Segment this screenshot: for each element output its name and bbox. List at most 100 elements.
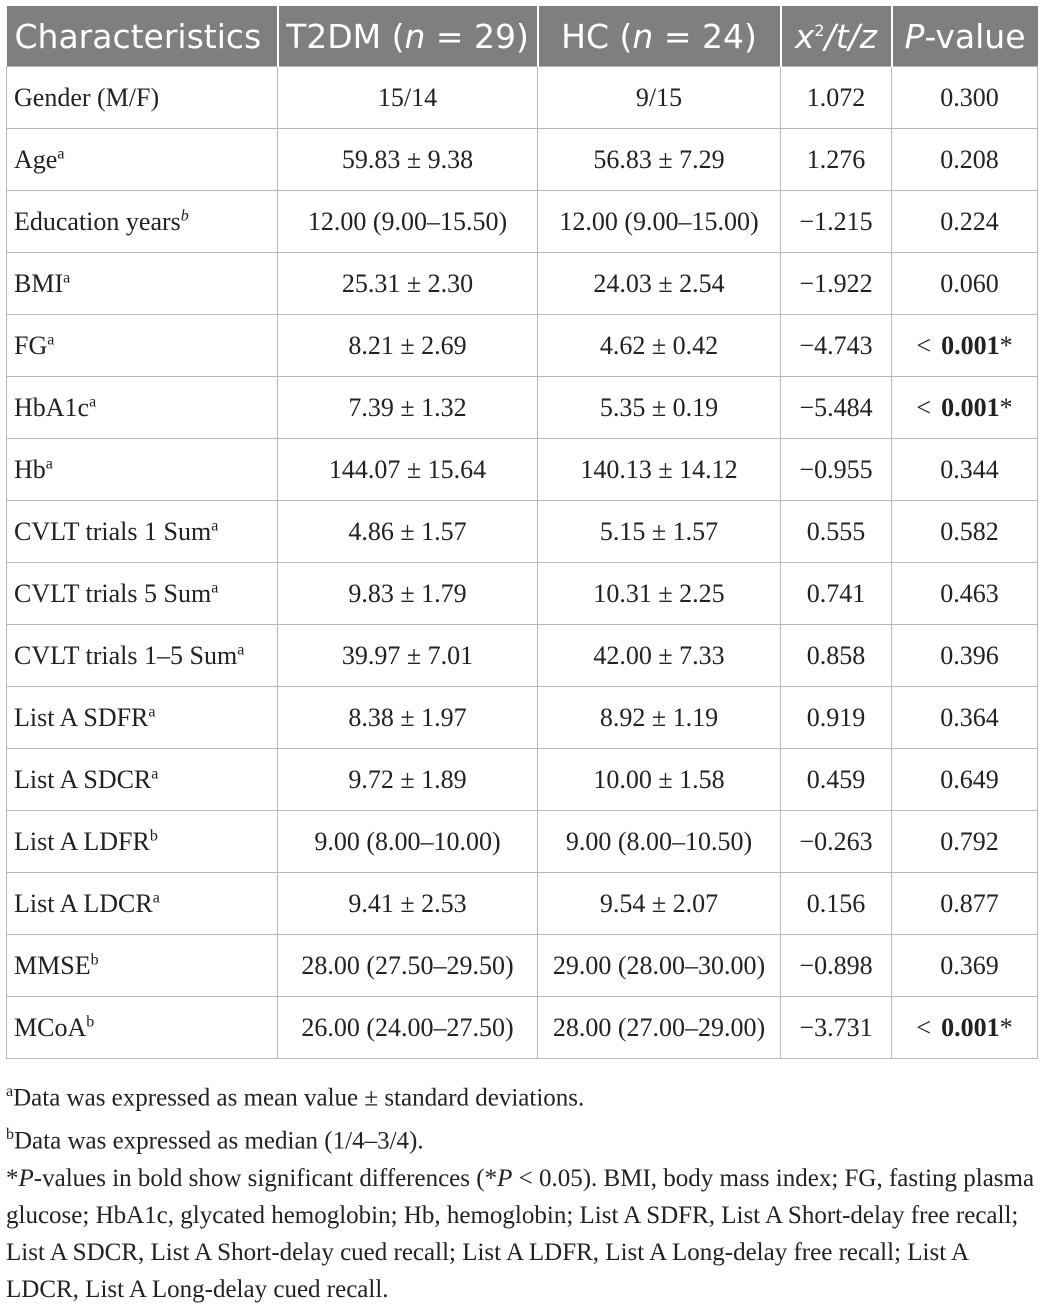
footnote-mark: a: [57, 144, 65, 162]
table-row: Education yearsb 12.00 (9.00–15.50) 12.00 …: [6, 190, 1038, 253]
cell-hc: 9.00 (8.00–10.50): [537, 810, 781, 873]
cell-t2dm: 28.00 (27.50–29.50): [277, 934, 538, 997]
cell-t2dm: 9.00 (8.00–10.00): [277, 810, 538, 873]
table-row: MMSEb 28.00 (27.50–29.50) 29.00 (28.00–30.…: [6, 934, 1038, 997]
table-row: FGa 8.21 ± 2.69 4.62 ± 0.42 −4.743 <0.001*: [6, 314, 1038, 377]
table-footnotes: aData was expressed as mean value ± stan…: [6, 1073, 1037, 1308]
cell-hc: 56.83 ± 7.29: [537, 128, 781, 191]
footnote-mark: a: [211, 578, 219, 596]
cell-statistic: 0.555: [780, 500, 892, 563]
characteristics-table: Characteristics T2DM (n = 29) HC (n = 24…: [6, 6, 1038, 1059]
cell-t2dm: 15/14: [277, 66, 538, 129]
cell-statistic: 0.156: [780, 872, 892, 935]
table-row: MCoAb 26.00 (24.00–27.50) 28.00 (27.00–29.…: [6, 996, 1038, 1059]
table-row: List A SDFRa 8.38 ± 1.97 8.92 ± 1.19 0.919 0…: [6, 686, 1038, 749]
cell-p-value: 0.369: [891, 934, 1038, 997]
footnote-mark: a: [151, 764, 159, 782]
cell-p-value: 0.300: [891, 66, 1038, 129]
cell-hc: 42.00 ± 7.33: [537, 624, 781, 687]
cell-p-value: 0.396: [891, 624, 1038, 687]
footnote-mark: a: [237, 640, 245, 658]
cell-p-value: 0.649: [891, 748, 1038, 811]
cell-characteristic: CVLT trials 1–5 Suma: [6, 624, 278, 687]
cell-characteristic: MCoAb: [6, 996, 278, 1059]
cell-characteristic: List A LDCRa: [6, 872, 278, 935]
table-row: List A LDFRb 9.00 (8.00–10.00) 9.00 (8.00–…: [6, 810, 1038, 873]
footnote-mark: a: [47, 330, 55, 348]
table-row: HbA1ca 7.39 ± 1.32 5.35 ± 0.19 −5.484 <0.001…: [6, 376, 1038, 439]
cell-p-value: <0.001*: [891, 376, 1038, 439]
table-row: Agea 59.83 ± 9.38 56.83 ± 7.29 1.276 0.208: [6, 128, 1038, 191]
table-row: CVLT trials 1 Suma 4.86 ± 1.57 5.15 ± 1.57…: [6, 500, 1038, 563]
cell-t2dm: 25.31 ± 2.30: [277, 252, 538, 315]
cell-p-value: 0.344: [891, 438, 1038, 501]
cell-t2dm: 39.97 ± 7.01: [277, 624, 538, 687]
cell-hc: 8.92 ± 1.19: [537, 686, 781, 749]
cell-characteristic: List A SDFRa: [6, 686, 278, 749]
cell-hc: 5.35 ± 0.19: [537, 376, 781, 439]
cell-hc: 10.00 ± 1.58: [537, 748, 781, 811]
footnote-mark: b: [180, 206, 189, 224]
footnote-mark: a: [45, 454, 53, 472]
cell-t2dm: 12.00 (9.00–15.50): [277, 190, 538, 253]
footnote-mark: a: [89, 392, 97, 410]
cell-p-value: 0.582: [891, 500, 1038, 563]
footnote-b: bData was expressed as median (1/4–3/4).: [6, 1126, 424, 1155]
cell-characteristic: HbA1ca: [6, 376, 278, 439]
cell-statistic: −0.955: [780, 438, 892, 501]
cell-p-value: <0.001*: [891, 996, 1038, 1059]
cell-statistic: 0.858: [780, 624, 892, 687]
table-row: CVLT trials 5 Suma 9.83 ± 1.79 10.31 ± 2.2…: [6, 562, 1038, 625]
cell-characteristic: List A SDCRa: [6, 748, 278, 811]
cell-characteristic: Gender (M/F): [6, 66, 278, 129]
cell-characteristic: BMIa: [6, 252, 278, 315]
footnote-significance: *P-values in bold show significant diffe…: [6, 1164, 1035, 1303]
cell-statistic: −4.743: [780, 314, 892, 377]
table-row: Gender (M/F) 15/14 9/15 1.072 0.300: [6, 66, 1038, 129]
cell-t2dm: 26.00 (24.00–27.50): [277, 996, 538, 1059]
table-row: List A SDCRa 9.72 ± 1.89 10.00 ± 1.58 0.459…: [6, 748, 1038, 811]
cell-p-value: 0.208: [891, 128, 1038, 191]
cell-characteristic: Hba: [6, 438, 278, 501]
cell-statistic: −3.731: [780, 996, 892, 1059]
cell-p-value: 0.792: [891, 810, 1038, 873]
cell-p-value: 0.463: [891, 562, 1038, 625]
cell-t2dm: 144.07 ± 15.64: [277, 438, 538, 501]
cell-statistic: −0.898: [780, 934, 892, 997]
cell-characteristic: CVLT trials 1 Suma: [6, 500, 278, 563]
cell-hc: 140.13 ± 14.12: [537, 438, 781, 501]
cell-hc: 29.00 (28.00–30.00): [537, 934, 781, 997]
footnote-mark: a: [211, 516, 219, 534]
footnote-mark: b: [90, 950, 99, 968]
footnote-mark: a: [63, 268, 71, 286]
cell-hc: 10.31 ± 2.25: [537, 562, 781, 625]
cell-statistic: 0.741: [780, 562, 892, 625]
cell-statistic: −1.922: [780, 252, 892, 315]
cell-t2dm: 4.86 ± 1.57: [277, 500, 538, 563]
cell-statistic: 1.072: [780, 66, 892, 129]
footnote-mark: a: [148, 702, 156, 720]
cell-characteristic: List A LDFRb: [6, 810, 278, 873]
footnote-mark: b: [86, 1012, 95, 1030]
cell-statistic: −0.263: [780, 810, 892, 873]
cell-t2dm: 9.41 ± 2.53: [277, 872, 538, 935]
cell-hc: 12.00 (9.00–15.00): [537, 190, 781, 253]
footnote-a: aData was expressed as mean value ± stan…: [6, 1083, 585, 1112]
cell-characteristic: CVLT trials 5 Suma: [6, 562, 278, 625]
header-row: Characteristics T2DM (n = 29) HC (n = 24…: [6, 6, 1038, 67]
cell-statistic: 1.276: [780, 128, 892, 191]
cell-p-value: 0.060: [891, 252, 1038, 315]
cell-t2dm: 59.83 ± 9.38: [277, 128, 538, 191]
header-t2dm: T2DM (n = 29): [277, 6, 539, 67]
cell-p-value: <0.001*: [891, 314, 1038, 377]
cell-hc: 28.00 (27.00–29.00): [537, 996, 781, 1059]
cell-characteristic: FGa: [6, 314, 278, 377]
table-row: BMIa 25.31 ± 2.30 24.03 ± 2.54 −1.922 0.060: [6, 252, 1038, 315]
header-hc: HC (n = 24): [537, 6, 782, 67]
cell-t2dm: 9.72 ± 1.89: [277, 748, 538, 811]
footnote-mark: b: [149, 826, 158, 844]
table-row: CVLT trials 1–5 Suma 39.97 ± 7.01 42.00 ± …: [6, 624, 1038, 687]
cell-t2dm: 8.21 ± 2.69: [277, 314, 538, 377]
cell-hc: 4.62 ± 0.42: [537, 314, 781, 377]
cell-hc: 9/15: [537, 66, 781, 129]
